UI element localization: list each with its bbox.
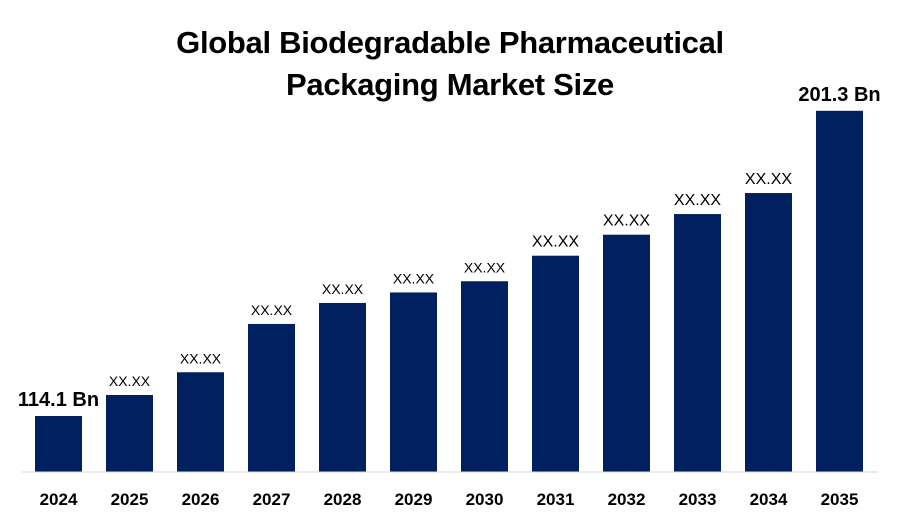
x-tick-label-2030: 2030 (466, 490, 504, 509)
x-tick-label-2024: 2024 (40, 490, 78, 509)
x-tick-label-2027: 2027 (253, 490, 291, 509)
chart-title-line-2: Packaging Market Size (286, 67, 614, 102)
data-label-2028: XX.XX (322, 281, 364, 297)
x-tick-label-2026: 2026 (182, 490, 220, 509)
bar-2032 (603, 234, 650, 472)
data-label-2035: 201.3 Bn (798, 84, 880, 106)
data-label-2029: XX.XX (393, 270, 435, 286)
x-tick-label-2034: 2034 (750, 490, 788, 509)
data-label-2026: XX.XX (180, 350, 222, 366)
bar-2028 (319, 302, 366, 472)
bar-2035 (816, 110, 863, 473)
bar-2027 (248, 323, 295, 472)
data-label-2033: XX.XX (674, 192, 721, 209)
data-label-2031: XX.XX (532, 234, 579, 251)
chart-title: Global Biodegradable Pharmaceutical Pack… (0, 22, 900, 106)
bars-group (35, 110, 863, 473)
bar-2025 (106, 395, 153, 472)
x-tick-label-2032: 2032 (608, 490, 646, 509)
bar-2024 (35, 416, 82, 472)
bar-2026 (177, 372, 224, 472)
chart-title-line-1: Global Biodegradable Pharmaceutical (176, 25, 724, 60)
bar-2030 (461, 281, 508, 472)
x-tick-label-2033: 2033 (679, 490, 717, 509)
data-label-2027: XX.XX (251, 302, 293, 318)
x-tick-label-2029: 2029 (395, 490, 433, 509)
bar-2031 (532, 255, 579, 472)
data-labels-group: 114.1 Bn XX.XX XX.XX XX.XX XX.XX XX.XX XX.XX XX… (18, 84, 881, 411)
bar-2034 (745, 193, 792, 473)
data-label-2030: XX.XX (464, 259, 506, 275)
data-label-2024: 114.1 Bn (18, 389, 99, 411)
data-label-2025: XX.XX (109, 373, 151, 389)
x-tick-label-2025: 2025 (111, 490, 149, 509)
x-tick-labels-group: 2024 2025 2026 2027 2028 2029 2030 2031 2032 2033… (40, 490, 859, 509)
x-tick-label-2028: 2028 (324, 490, 362, 509)
data-label-2034: XX.XX (745, 171, 792, 188)
bar-2029 (390, 292, 437, 472)
data-label-2032: XX.XX (603, 213, 650, 230)
x-tick-label-2031: 2031 (537, 490, 575, 509)
x-tick-label-2035: 2035 (821, 490, 859, 509)
bar-2033 (674, 214, 721, 473)
